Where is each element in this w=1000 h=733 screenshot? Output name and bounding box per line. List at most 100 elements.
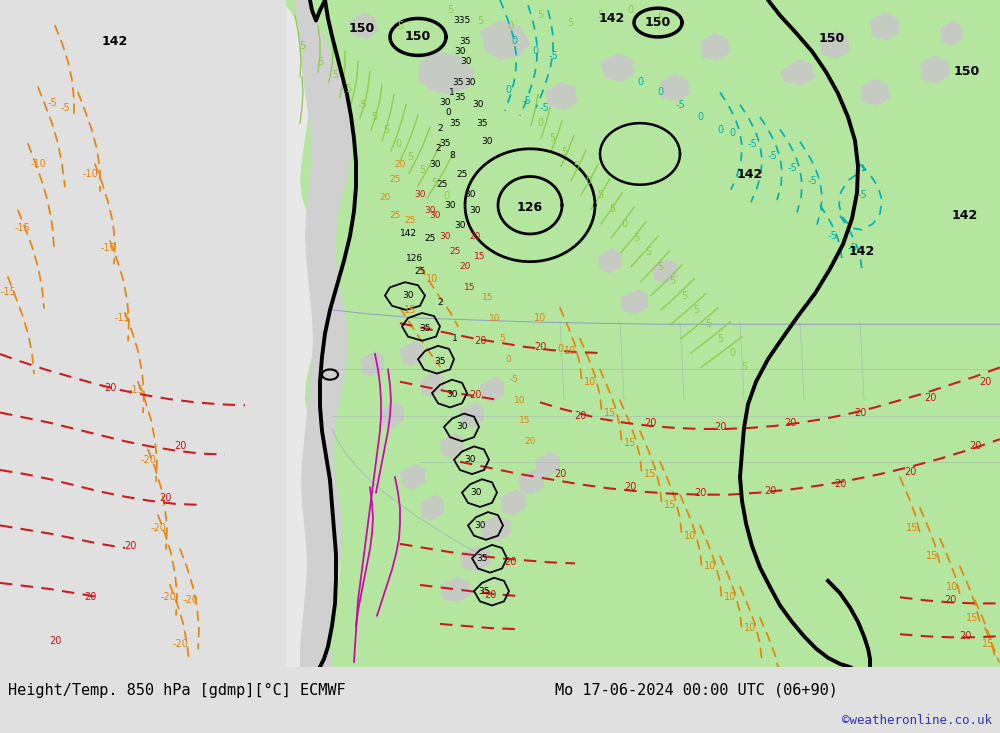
Text: 0: 0 — [443, 191, 449, 201]
Text: 0: 0 — [729, 348, 735, 358]
Text: 20: 20 — [394, 160, 406, 169]
Text: -5: -5 — [807, 176, 817, 185]
Text: 142: 142 — [599, 12, 625, 25]
Text: 20: 20 — [124, 541, 136, 551]
Text: 20: 20 — [459, 262, 471, 271]
Text: -15: -15 — [114, 313, 130, 323]
Text: 0: 0 — [627, 5, 633, 15]
Text: 35: 35 — [434, 357, 446, 366]
Text: 0: 0 — [532, 46, 538, 56]
Text: 5: 5 — [741, 362, 747, 372]
Text: 5: 5 — [371, 112, 377, 122]
Text: 5: 5 — [693, 305, 699, 315]
Text: 25: 25 — [449, 247, 461, 256]
Text: 20: 20 — [624, 482, 636, 493]
Text: 0: 0 — [505, 355, 511, 364]
Text: -5: -5 — [847, 243, 857, 254]
Text: 15: 15 — [644, 469, 656, 479]
Text: 8: 8 — [449, 152, 455, 161]
Polygon shape — [400, 464, 425, 490]
Text: 30: 30 — [439, 232, 451, 240]
Text: -20: -20 — [140, 454, 156, 465]
Text: 150: 150 — [405, 31, 431, 43]
Text: 20: 20 — [764, 485, 776, 496]
Text: 5: 5 — [397, 21, 403, 31]
Text: 30: 30 — [402, 291, 414, 300]
Text: 25: 25 — [436, 180, 448, 189]
Text: 35: 35 — [419, 324, 431, 333]
Polygon shape — [440, 433, 464, 459]
Text: 15: 15 — [404, 305, 416, 315]
Text: 15: 15 — [966, 613, 978, 623]
Text: 20: 20 — [644, 418, 656, 428]
Text: 2: 2 — [437, 298, 443, 307]
Text: 30: 30 — [439, 98, 451, 107]
Text: 142: 142 — [952, 209, 978, 222]
Text: 5: 5 — [407, 152, 413, 162]
Text: 10: 10 — [564, 346, 576, 356]
Text: 5: 5 — [561, 147, 567, 157]
Text: 30: 30 — [446, 389, 458, 399]
Polygon shape — [700, 33, 730, 61]
Text: 20: 20 — [784, 418, 796, 428]
Text: ©weatheronline.co.uk: ©weatheronline.co.uk — [842, 715, 992, 727]
Polygon shape — [620, 290, 648, 314]
Polygon shape — [280, 0, 1000, 667]
Text: 35: 35 — [478, 586, 490, 596]
Text: 35: 35 — [439, 139, 451, 148]
Text: 20: 20 — [714, 422, 726, 432]
Text: 142: 142 — [400, 229, 416, 238]
Polygon shape — [535, 452, 560, 477]
Polygon shape — [420, 372, 444, 397]
Text: 25: 25 — [389, 211, 401, 220]
Text: -5: -5 — [60, 103, 70, 113]
Text: -20: -20 — [150, 523, 166, 534]
Polygon shape — [660, 74, 690, 102]
Text: -10: -10 — [30, 159, 46, 169]
Polygon shape — [920, 56, 950, 83]
Text: Mo 17-06-2024 00:00 UTC (06+90): Mo 17-06-2024 00:00 UTC (06+90) — [555, 683, 838, 698]
Text: 20: 20 — [959, 631, 971, 641]
Polygon shape — [420, 495, 444, 520]
Text: 25: 25 — [389, 175, 401, 184]
Text: -5: -5 — [857, 190, 867, 200]
Text: 5: 5 — [447, 5, 453, 15]
Text: 5: 5 — [681, 290, 687, 301]
Text: 150: 150 — [349, 22, 375, 35]
Text: 150: 150 — [954, 65, 980, 78]
Text: 35: 35 — [476, 119, 488, 128]
Text: 10: 10 — [744, 623, 756, 633]
Text: 15: 15 — [906, 523, 918, 534]
Polygon shape — [545, 82, 578, 110]
Polygon shape — [418, 51, 475, 95]
Text: 30: 30 — [414, 191, 426, 199]
Text: 20: 20 — [924, 393, 936, 403]
Text: 30: 30 — [460, 57, 472, 66]
Text: 10: 10 — [489, 314, 501, 323]
Text: 30: 30 — [464, 455, 476, 464]
Text: 126: 126 — [406, 254, 424, 263]
Text: 15: 15 — [482, 293, 494, 302]
Text: 5: 5 — [657, 13, 663, 23]
Text: -5: -5 — [747, 139, 757, 149]
Text: 335: 335 — [453, 16, 471, 25]
Text: 0: 0 — [511, 36, 517, 46]
Text: 20: 20 — [174, 441, 186, 452]
Text: -15: -15 — [14, 223, 30, 233]
Text: 20: 20 — [944, 595, 956, 605]
Text: 5: 5 — [657, 262, 663, 272]
Polygon shape — [380, 402, 404, 428]
Text: 5: 5 — [645, 248, 651, 257]
Text: 20: 20 — [574, 410, 586, 421]
Text: 10: 10 — [946, 582, 958, 592]
Polygon shape — [480, 515, 511, 541]
Text: 20: 20 — [104, 383, 116, 393]
Text: 25: 25 — [404, 216, 416, 225]
Text: -20: -20 — [172, 639, 188, 649]
Text: 20: 20 — [469, 390, 481, 400]
Text: 5: 5 — [477, 15, 483, 26]
Text: 15: 15 — [624, 438, 636, 449]
Text: 5: 5 — [609, 205, 615, 214]
Text: -15: -15 — [0, 287, 16, 298]
Polygon shape — [350, 12, 378, 39]
